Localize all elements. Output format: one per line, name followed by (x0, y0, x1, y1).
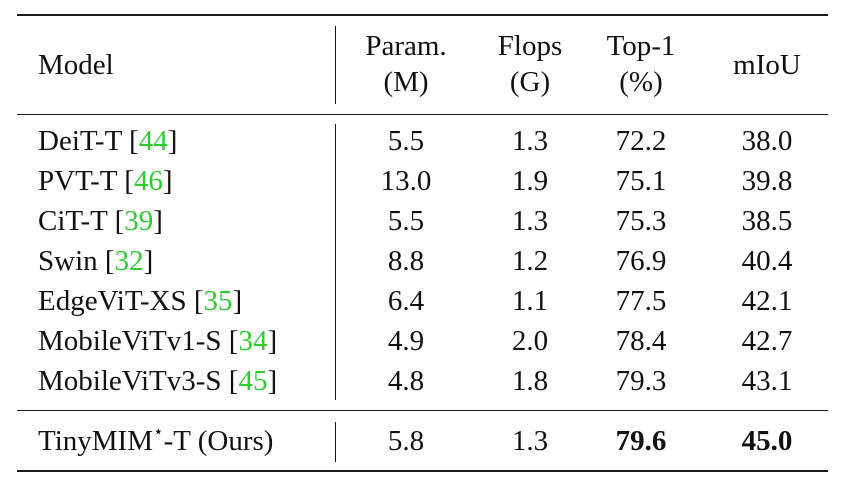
row-5-flops: 2.0 (511, 325, 549, 357)
row-0-param: 5.5 (387, 125, 425, 157)
header-rule (17, 114, 828, 115)
row-6-miou: 43.1 (741, 365, 793, 397)
header-param-line2: (M) (383, 66, 429, 98)
header-model: Model (38, 49, 114, 81)
header-separator (335, 26, 336, 104)
citation-link[interactable]: 32 (114, 245, 144, 277)
citation-link[interactable]: 39 (124, 205, 154, 237)
citation-link[interactable]: 34 (238, 325, 268, 357)
header-top1-line1: Top-1 (606, 30, 676, 62)
row-5-miou: 42.7 (741, 325, 793, 357)
row-3-miou: 40.4 (741, 245, 793, 277)
row-3-param: 8.8 (387, 245, 425, 277)
citation-link[interactable]: 46 (133, 165, 163, 197)
row-5-param: 4.9 (387, 325, 425, 357)
row-4-miou: 42.1 (741, 285, 793, 317)
bottom-rule (17, 470, 828, 472)
baseline-rule (17, 410, 828, 411)
citation-link[interactable]: 35 (203, 285, 233, 317)
ours-model: TinyMIM⋆-T (Ours) (38, 422, 274, 457)
header-top1-line2: (%) (619, 66, 663, 98)
row-5-top1: 78.4 (615, 325, 667, 357)
header-flops: Flops (G) (498, 28, 562, 100)
row-1-top1: 75.1 (615, 165, 667, 197)
header-param: Param. (M) (365, 28, 446, 100)
row-2-flops: 1.3 (511, 205, 549, 237)
header-flops-line1: Flops (497, 30, 563, 62)
citation-link[interactable]: 45 (238, 365, 268, 397)
header-param-line1: Param. (365, 30, 447, 62)
row-1-param: 13.0 (380, 165, 432, 197)
row-4-model: EdgeViT-XS [35] (38, 285, 243, 317)
ours-separator (335, 422, 336, 462)
row-3-model: Swin [32] (38, 245, 154, 277)
ours-miou: 45.0 (741, 425, 793, 457)
row-6-flops: 1.8 (511, 365, 549, 397)
row-2-top1: 75.3 (615, 205, 667, 237)
star-icon: ⋆ (152, 422, 164, 441)
body-separator (335, 124, 336, 400)
header-top1: Top-1 (%) (607, 28, 676, 100)
row-0-flops: 1.3 (511, 125, 549, 157)
ours-top1: 79.6 (615, 425, 667, 457)
row-2-miou: 38.5 (741, 205, 793, 237)
row-2-model: CiT-T [39] (38, 205, 163, 237)
row-0-miou: 38.0 (741, 125, 793, 157)
row-6-param: 4.8 (387, 365, 425, 397)
row-0-top1: 72.2 (615, 125, 667, 157)
header-flops-line2: (G) (509, 66, 551, 98)
row-4-param: 6.4 (387, 285, 425, 317)
ours-param: 5.8 (387, 425, 425, 457)
row-6-top1: 79.3 (615, 365, 667, 397)
row-0-model: DeiT-T [44] (38, 125, 178, 157)
row-6-model: MobileViTv3-S [45] (38, 365, 278, 397)
row-3-top1: 76.9 (615, 245, 667, 277)
row-5-model: MobileViTv1-S [34] (38, 325, 278, 357)
row-1-flops: 1.9 (511, 165, 549, 197)
header-miou: mIoU (733, 49, 801, 81)
ours-flops: 1.3 (511, 425, 549, 457)
row-1-model: PVT-T [46] (38, 165, 173, 197)
row-3-flops: 1.2 (511, 245, 549, 277)
top-rule (17, 14, 828, 16)
row-1-miou: 39.8 (741, 165, 793, 197)
row-2-param: 5.5 (387, 205, 425, 237)
citation-link[interactable]: 44 (138, 125, 168, 157)
row-4-top1: 77.5 (615, 285, 667, 317)
row-4-flops: 1.1 (511, 285, 549, 317)
